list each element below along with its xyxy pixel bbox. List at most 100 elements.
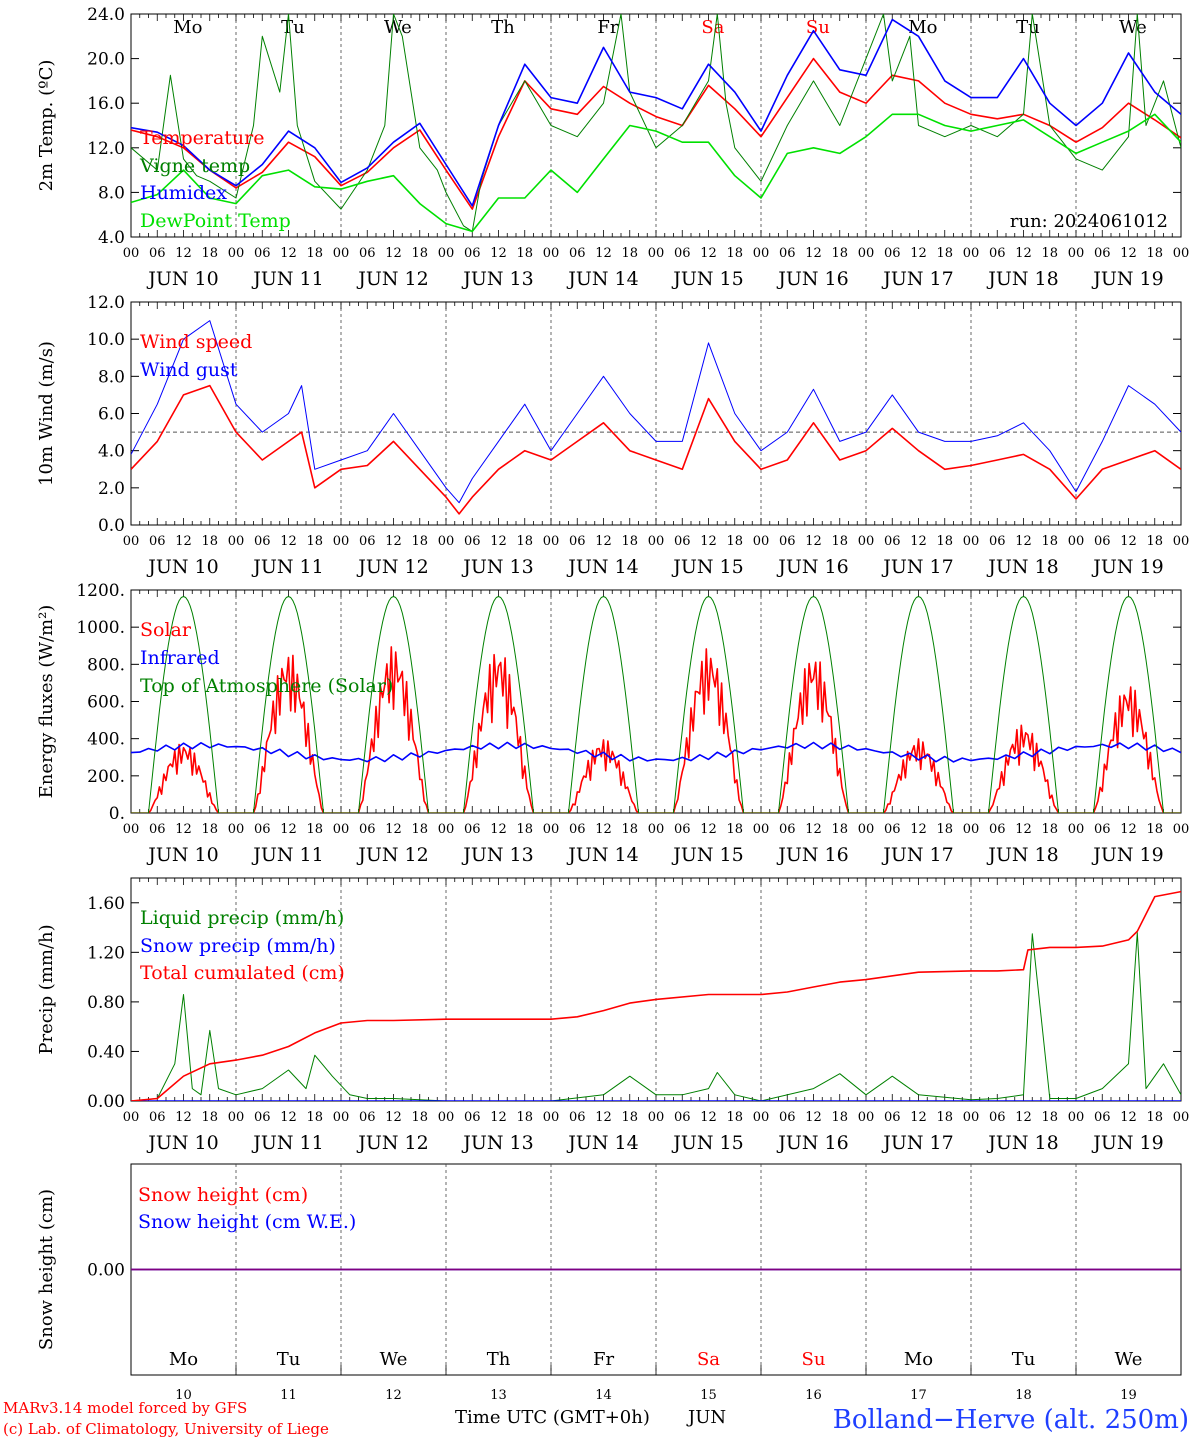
panel-2: 0.0 2.0 4.0 6.0 8.0 10.0 12.0 10m Wind (m/s) 00 0… xyxy=(36,293,1189,578)
hour-label: 00 xyxy=(543,246,560,261)
hour-label: 06 xyxy=(779,534,796,549)
y-tick-label: 10.0 xyxy=(87,330,125,350)
legend-snow-we: Snow height (cm W.E.) xyxy=(138,1211,356,1233)
hour-label: 00 xyxy=(228,534,245,549)
series-infrared xyxy=(131,741,1181,763)
date-label: JUN 19 xyxy=(1091,844,1163,866)
legend-snow-height: Snow height (cm) xyxy=(138,1184,308,1206)
hour-label: 18 xyxy=(201,822,218,837)
panel-5: 0.00 Snow height (cm) Mo 10 Tu 11 We 12 Th 13 Fr 14… xyxy=(36,1163,1182,1403)
hour-label: 00 xyxy=(648,246,665,261)
y-tick-label: 12.0 xyxy=(87,293,125,313)
y-tick-label: 0.40 xyxy=(87,1042,125,1062)
energy-legend: Solar Infrared Top of Atmosphere (Solar) xyxy=(140,619,393,697)
plot-frame xyxy=(130,13,1182,238)
series-total-cumulated-cm xyxy=(131,890,1181,1101)
hour-label: 06 xyxy=(989,1110,1006,1125)
date-label: JUN 13 xyxy=(461,1132,533,1154)
hour-label: 00 xyxy=(123,822,140,837)
hour-label: 18 xyxy=(726,822,743,837)
weekday-label: Tu xyxy=(281,17,305,38)
series-humidex xyxy=(131,18,1181,207)
hour-label: 06 xyxy=(359,534,376,549)
hour-label: 18 xyxy=(201,246,218,261)
hour-label: 12 xyxy=(490,534,507,549)
series-vigne-temp xyxy=(131,14,1181,232)
hour-label: 06 xyxy=(989,534,1006,549)
y-tick-label: 1000. xyxy=(76,618,125,638)
hour-label: 12 xyxy=(280,1110,297,1125)
hour-label: 18 xyxy=(621,1110,638,1125)
weekday-label: Tu xyxy=(1012,1349,1036,1370)
weekday-label: Mo xyxy=(904,1349,933,1370)
hour-label: 00 xyxy=(963,534,980,549)
series-group xyxy=(131,320,1181,515)
y-tick-label: 12.0 xyxy=(87,139,125,159)
hour-label: 12 xyxy=(910,246,927,261)
weekday-label: Tu xyxy=(1016,17,1040,38)
date-label: JUN 16 xyxy=(776,556,848,578)
hour-label: 00 xyxy=(858,1110,875,1125)
day-number: 16 xyxy=(805,1388,822,1403)
hour-label: 00 xyxy=(438,534,455,549)
hour-label: 12 xyxy=(595,1110,612,1125)
hour-label: 18 xyxy=(726,534,743,549)
hour-label: 06 xyxy=(884,246,901,261)
snow-legend: Snow height (cm) Snow height (cm W.E.) xyxy=(138,1184,356,1233)
y-tick-label: 4.0 xyxy=(98,228,125,248)
hour-label: 18 xyxy=(831,246,848,261)
hour-label: 00 xyxy=(543,1110,560,1125)
series-wind-gust xyxy=(131,320,1181,504)
hour-label: 12 xyxy=(595,822,612,837)
y-tick-label: 2.0 xyxy=(98,479,125,499)
y-axis-label: 10m Wind (m/s) xyxy=(36,341,57,486)
hour-label: 06 xyxy=(464,246,481,261)
series-group xyxy=(131,596,1181,813)
hour-label: 12 xyxy=(700,534,717,549)
hour-label: 06 xyxy=(254,1110,271,1125)
hour-label: 00 xyxy=(1068,534,1085,549)
y-tick-label: 1200. xyxy=(76,581,125,601)
day-number: 12 xyxy=(385,1388,402,1403)
hour-label: 12 xyxy=(490,246,507,261)
y-tick-label: 0.00 xyxy=(87,1092,125,1112)
series-dewpoint-temp xyxy=(131,113,1181,233)
hour-label: 12 xyxy=(280,246,297,261)
hour-label: 18 xyxy=(726,1110,743,1125)
hour-label: 06 xyxy=(254,822,271,837)
legend-vigne-temp: Vigne temp xyxy=(139,155,250,177)
hour-label: 12 xyxy=(805,1110,822,1125)
hour-label: 18 xyxy=(1146,246,1163,261)
date-label: JUN 12 xyxy=(356,844,428,866)
weekday-label: Th xyxy=(487,1349,511,1370)
hour-label: 00 xyxy=(123,534,140,549)
legend-wind-gust: Wind gust xyxy=(140,359,238,381)
y-tick-label: 1.60 xyxy=(87,894,125,914)
legend-liquid: Liquid precip (mm/h) xyxy=(140,907,344,929)
date-label: JUN 12 xyxy=(356,556,428,578)
hour-label: 18 xyxy=(936,1110,953,1125)
hour-label: 12 xyxy=(805,246,822,261)
date-label: JUN 18 xyxy=(986,844,1058,866)
hour-label: 00 xyxy=(1173,246,1190,261)
date-label: JUN 16 xyxy=(776,844,848,866)
legend-toa: Top of Atmosphere (Solar) xyxy=(140,675,393,697)
hour-label: 06 xyxy=(149,534,166,549)
precip-legend: Liquid precip (mm/h) Snow precip (mm/h) … xyxy=(140,907,345,984)
hour-label: 18 xyxy=(1146,822,1163,837)
hour-label: 12 xyxy=(280,822,297,837)
legend-solar: Solar xyxy=(140,619,192,641)
hour-label: 12 xyxy=(175,534,192,549)
date-label: JUN 18 xyxy=(986,1132,1058,1154)
hour-label: 18 xyxy=(306,246,323,261)
hour-label: 00 xyxy=(1173,534,1190,549)
date-label: JUN 16 xyxy=(776,1132,848,1154)
day-number: 15 xyxy=(700,1388,717,1403)
y-tick-label: 8.0 xyxy=(98,367,125,387)
series-wind-speed xyxy=(131,384,1181,515)
y-tick-label: 800. xyxy=(87,655,125,675)
y-tick-label: 6.0 xyxy=(98,405,125,425)
hour-label: 00 xyxy=(438,1110,455,1125)
date-label: JUN 10 xyxy=(146,1132,218,1154)
hour-label: 00 xyxy=(648,534,665,549)
